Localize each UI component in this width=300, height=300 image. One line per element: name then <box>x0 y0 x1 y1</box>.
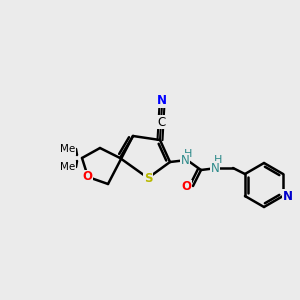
Text: N: N <box>211 161 219 175</box>
Text: Me: Me <box>60 144 76 154</box>
Text: S: S <box>144 172 152 184</box>
Text: H: H <box>184 149 192 159</box>
Text: Me: Me <box>60 162 76 172</box>
Text: H: H <box>214 155 222 165</box>
Text: O: O <box>181 181 191 194</box>
Text: N: N <box>157 94 167 107</box>
Text: C: C <box>158 116 166 128</box>
Text: O: O <box>82 170 92 184</box>
Text: N: N <box>181 154 189 166</box>
Text: N: N <box>283 190 293 202</box>
